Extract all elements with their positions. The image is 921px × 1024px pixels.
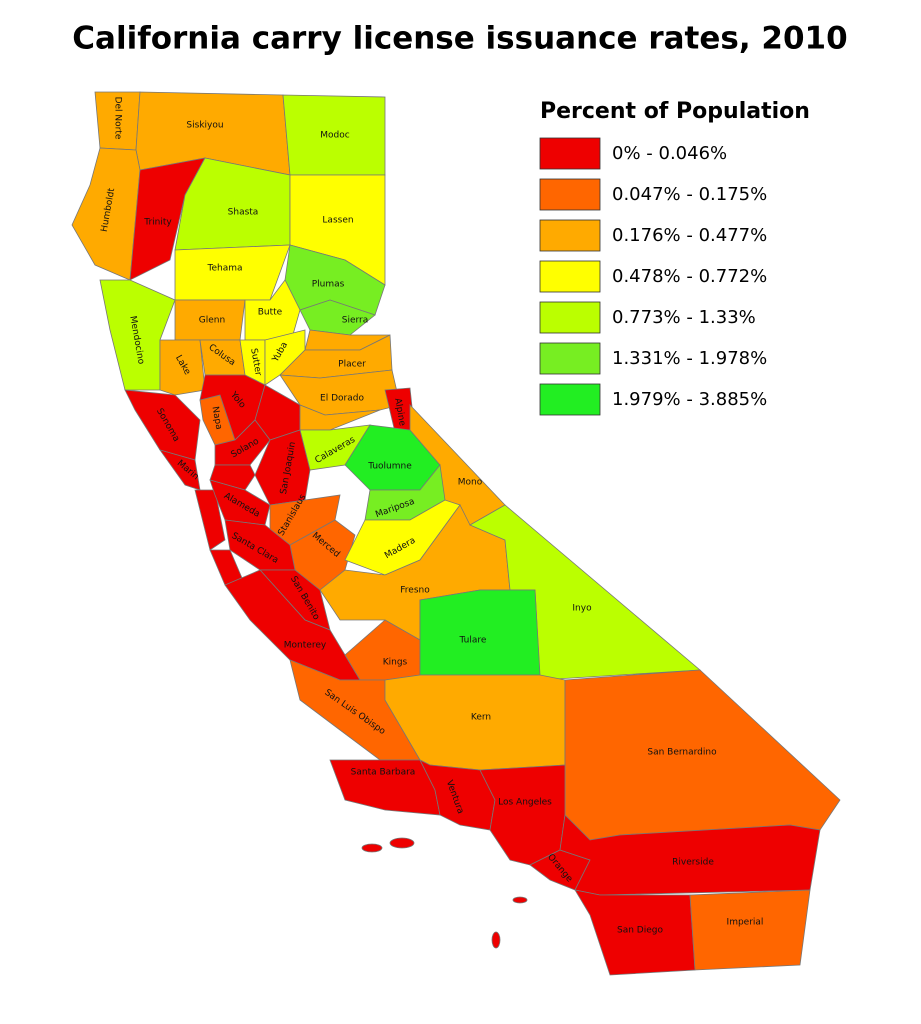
county-label: Napa	[210, 406, 224, 431]
legend-swatch	[539, 383, 601, 416]
county-label: Tulare	[459, 636, 487, 646]
county-label: Alpine	[392, 397, 407, 427]
counties	[71, 91, 841, 976]
county-label: Modoc	[320, 131, 349, 141]
legend-title: Percent of Population	[540, 99, 810, 124]
legend-swatch	[539, 137, 601, 170]
legend-label: 1.331% - 1.978%	[612, 348, 767, 369]
county-label: Kern	[471, 713, 491, 723]
county-label: Mono	[458, 478, 483, 488]
county-label: Lassen	[322, 216, 353, 226]
island	[491, 931, 501, 949]
island	[361, 843, 383, 853]
county-label: Sutter	[248, 348, 263, 377]
county-label: Plumas	[312, 280, 345, 290]
county	[559, 814, 821, 896]
county-label: Monterey	[284, 641, 327, 651]
island	[512, 896, 528, 904]
county-label: Placer	[338, 360, 366, 370]
legend-label: 1.979% - 3.885%	[612, 389, 767, 410]
county-label: Del Norte	[113, 97, 123, 140]
legend: 0% - 0.046% 0.047% - 0.175% 0.176% - 0.477…	[539, 137, 767, 416]
county	[479, 764, 566, 866]
county	[129, 157, 206, 281]
legend-label: 0.773% - 1.33%	[612, 307, 756, 328]
county-label: Sierra	[342, 316, 369, 326]
legend-label: 0.478% - 0.772%	[612, 266, 767, 287]
county-label: Tehama	[206, 264, 242, 274]
legend-swatch	[539, 219, 601, 252]
county	[299, 404, 381, 431]
legend-swatch	[539, 301, 601, 334]
county-label: Inyo	[572, 604, 592, 614]
county	[209, 464, 256, 491]
county-label: Kings	[383, 658, 408, 668]
legend-label: 0% - 0.046%	[612, 143, 727, 164]
county-label: Los Angeles	[498, 798, 552, 808]
county-label: Imperial	[727, 918, 764, 928]
county-label: San Bernardino	[647, 748, 717, 758]
county-label: Shasta	[228, 208, 259, 218]
county	[689, 889, 811, 971]
county	[419, 589, 541, 676]
county-label: Siskiyou	[186, 121, 223, 131]
county-label: El Dorado	[320, 394, 364, 404]
island	[389, 837, 415, 849]
county	[159, 339, 206, 396]
county	[71, 147, 141, 281]
legend-swatch	[539, 342, 601, 375]
county-label: Santa Barbara	[351, 768, 416, 778]
legend-swatch	[539, 178, 601, 211]
legend-label: 0.176% - 0.477%	[612, 225, 767, 246]
county-label: Riverside	[672, 858, 714, 868]
county-label: San Diego	[617, 926, 663, 936]
county-label: Glenn	[199, 316, 225, 326]
map-title: California carry license issuance rates,…	[72, 21, 847, 57]
county-label: Butte	[258, 308, 283, 318]
legend-swatch	[539, 260, 601, 293]
county-label: Fresno	[400, 586, 430, 596]
county-label: Trinity	[143, 218, 172, 228]
county-label: Tuolumne	[367, 462, 412, 472]
county	[299, 299, 376, 336]
legend-label: 0.047% - 0.175%	[612, 184, 767, 205]
county	[194, 489, 226, 551]
